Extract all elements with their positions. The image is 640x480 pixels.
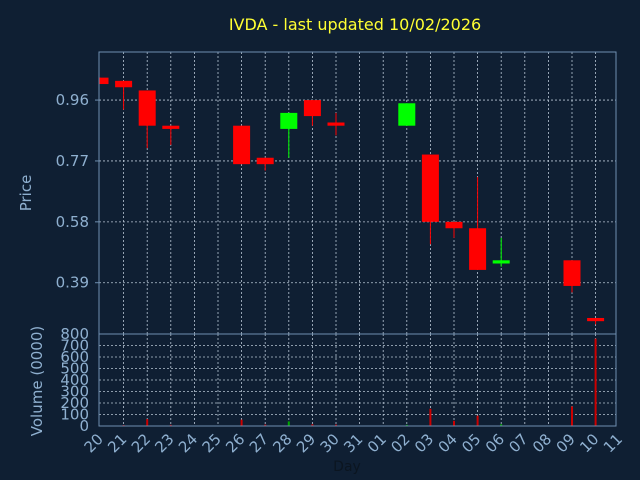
volume-bar xyxy=(405,424,408,426)
x-tick-label: 29 xyxy=(293,430,319,456)
candle-body xyxy=(469,228,487,270)
x-axis-label: Day xyxy=(333,459,361,475)
volume-bar xyxy=(169,424,172,426)
x-tick-label: 28 xyxy=(269,430,295,456)
candle-body xyxy=(115,80,133,88)
volume-bar xyxy=(264,424,267,426)
volume-bar xyxy=(146,419,149,426)
x-tick-label: 09 xyxy=(553,430,579,456)
x-tick-label: 11 xyxy=(600,430,626,456)
volume-tick-label: 700 xyxy=(60,337,89,355)
volume-panel-frame xyxy=(98,333,617,427)
candle-body xyxy=(445,221,463,229)
volume-tick-label: 800 xyxy=(60,325,89,343)
x-tick-label: 08 xyxy=(529,430,555,456)
price-tick-label: 0.96 xyxy=(56,91,89,109)
candle-body xyxy=(99,77,109,85)
x-tick-label: 25 xyxy=(199,430,225,456)
x-tick-label: 06 xyxy=(482,430,508,456)
volume-bar xyxy=(594,338,597,426)
chart-title: IVDA - last updated 10/02/2026 xyxy=(229,15,481,34)
x-tick-label: 24 xyxy=(175,430,201,456)
candle-body xyxy=(256,157,274,165)
x-tick-label: 27 xyxy=(246,430,272,456)
volume-bar xyxy=(429,408,432,426)
x-tick-label: 26 xyxy=(222,430,248,456)
candle-body xyxy=(563,260,581,286)
candle-body xyxy=(138,90,156,126)
volume-grid xyxy=(99,334,616,426)
candle-body xyxy=(233,125,251,165)
price-tick-label: 0.39 xyxy=(56,274,89,292)
price-tick-label: 0.58 xyxy=(56,213,89,231)
x-tick-label: 03 xyxy=(411,430,437,456)
x-tick-label: 10 xyxy=(576,430,602,456)
candle-body xyxy=(280,112,298,129)
candle-body xyxy=(162,125,180,129)
x-tick-label: 05 xyxy=(458,430,484,456)
price-tick-label: 0.77 xyxy=(56,152,89,170)
x-tick-label: 02 xyxy=(387,430,413,456)
volume-bar xyxy=(311,424,314,426)
volume-bar xyxy=(287,421,290,426)
volume-bar xyxy=(453,420,455,426)
volume-bar xyxy=(500,424,503,426)
price-grid xyxy=(95,52,616,334)
price-panel-frame xyxy=(98,51,617,335)
x-tick-label: 23 xyxy=(151,430,177,456)
volume-tick-label: 100 xyxy=(60,406,89,424)
candle-body xyxy=(587,317,605,322)
volume-bar xyxy=(571,406,573,426)
candle-body xyxy=(303,100,321,117)
volume-tick-label: 500 xyxy=(60,360,89,378)
volume-tick-label: 400 xyxy=(60,371,89,389)
candle-body xyxy=(492,260,510,264)
x-tick-label: 01 xyxy=(364,430,390,456)
candle-body xyxy=(398,103,416,126)
candle-body xyxy=(327,122,345,126)
volume-tick-label: 0 xyxy=(79,417,89,435)
x-tick-label: 07 xyxy=(505,430,531,456)
volume-bar xyxy=(240,419,243,426)
price-axis-label: Price xyxy=(17,175,35,212)
candles xyxy=(99,77,605,325)
x-tick-label: 30 xyxy=(317,430,343,456)
volume-tick-label: 200 xyxy=(60,394,89,412)
volume-tick-label: 300 xyxy=(60,383,89,401)
volume-bar xyxy=(476,415,479,426)
x-tick-label: 22 xyxy=(128,430,154,456)
volume-axis-label: Volume (0000) xyxy=(28,326,46,436)
volume-bar xyxy=(335,424,337,426)
x-tick-label: 31 xyxy=(340,430,366,456)
x-tick-label: 21 xyxy=(104,430,130,456)
volume-tick-label: 600 xyxy=(60,348,89,366)
candle-body xyxy=(421,154,439,222)
x-tick-label: 04 xyxy=(435,430,461,456)
